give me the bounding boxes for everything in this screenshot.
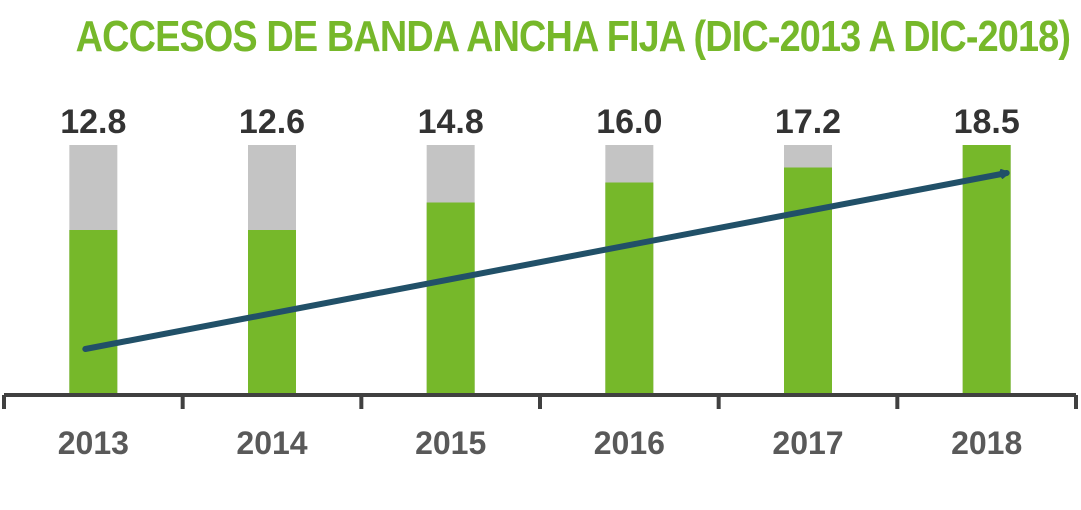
bar-green-2016: [605, 182, 654, 395]
value-label-2015: 14.8: [418, 103, 484, 141]
value-label-2013: 12.8: [60, 103, 126, 141]
value-label-2016: 16.0: [596, 103, 662, 141]
labels-group: 12.8 2013 12.6 2014 14.8 2015 16.0 2016 17.2 2017…: [58, 103, 1023, 461]
category-label-2016: 2016: [594, 425, 665, 461]
value-label-2014: 12.6: [239, 103, 305, 141]
bar-green-2017: [784, 167, 832, 395]
category-label-2017: 2017: [772, 425, 843, 461]
bars-group: [69, 145, 1011, 395]
category-label-2014: 2014: [236, 425, 307, 461]
chart-title: ACCESOS DE BANDA ANCHA FIJA (DIC-2013 A …: [75, 12, 1071, 61]
category-label-2013: 2013: [58, 425, 129, 461]
bar-green-2013: [69, 230, 118, 395]
bar-green-2018: [962, 145, 1011, 395]
value-label-2018: 18.5: [954, 103, 1020, 141]
category-label-2018: 2018: [951, 425, 1022, 461]
category-label-2015: 2015: [415, 425, 486, 461]
trend-arrow: [82, 173, 1006, 352]
bar-green-2015: [426, 202, 475, 395]
value-label-2017: 17.2: [775, 103, 841, 141]
x-axis: [2, 393, 1078, 409]
